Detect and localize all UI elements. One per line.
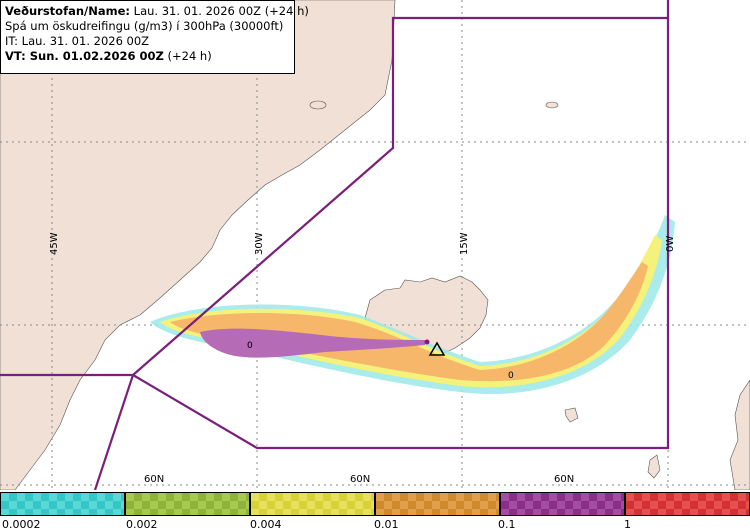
legend-swatch xyxy=(125,492,250,516)
source-label: Veðurstofan/Name: xyxy=(5,4,130,18)
island xyxy=(545,101,559,109)
latitude-label: 60N xyxy=(350,474,370,485)
ash-plume-very-high xyxy=(200,328,425,358)
legend-label: 0.1 xyxy=(498,518,516,531)
boundary-line xyxy=(93,374,135,491)
map-canvas: 0 0 45W 30W 15W 0W 60N 60N 60N xyxy=(0,0,750,491)
legend-swatch xyxy=(625,492,750,516)
longitude-label: 45W xyxy=(49,232,60,255)
boundary-line xyxy=(0,0,670,377)
longitude-label: 0W xyxy=(665,236,676,252)
ash-plume-high xyxy=(170,262,648,382)
latitude-label: 60N xyxy=(144,474,164,485)
latitude-label: 60N xyxy=(554,474,574,485)
greenland-landmass xyxy=(0,0,396,491)
legend-label: 0.0002 xyxy=(2,518,41,531)
plume-label: 0 xyxy=(247,341,253,351)
longitude-label: 15W xyxy=(459,232,470,255)
faroe-islands xyxy=(564,407,579,423)
valid-time: VT: Sun. 01.02.2026 00Z xyxy=(5,49,164,63)
boundary-line xyxy=(132,18,670,450)
issue-time: IT: Lau. 31. 01. 2026 00Z xyxy=(5,34,150,48)
source-line: Veðurstofan/Name: Lau. 31. 01. 2026 00Z … xyxy=(5,4,309,19)
ash-plume xyxy=(150,215,675,395)
volcano-marker xyxy=(424,339,446,356)
advisory-boundaries xyxy=(0,0,670,491)
legend-label: 0.004 xyxy=(250,518,282,531)
plume-label: 0 xyxy=(508,371,514,381)
forecast-info-box: Veðurstofan/Name: Lau. 31. 01. 2026 00Z … xyxy=(0,0,309,74)
legend-label: 1 xyxy=(624,518,631,531)
shetland-islands xyxy=(647,454,661,479)
legend-label: 0.01 xyxy=(374,518,399,531)
valid-time-line: VT: Sun. 01.02.2026 00Z (+24 h) xyxy=(5,49,290,64)
island xyxy=(309,100,327,110)
concentration-legend: 0.0002 0.002 0.004 0.01 0.1 1 xyxy=(0,490,750,532)
source-value: Lau. 31. 01. 2026 00Z (+24 h) xyxy=(133,4,309,18)
legend-swatch xyxy=(500,492,625,516)
longitude-label: 30W xyxy=(254,232,265,255)
valid-time-offset: (+24 h) xyxy=(163,49,212,63)
ash-dispersion-map: 0 0 45W 30W 15W 0W 60N 60N 60N xyxy=(0,0,750,491)
forecast-description: Spá um öskudreifingu (g/m3) í 300hPa (30… xyxy=(5,19,284,33)
legend-label: 0.002 xyxy=(126,518,158,531)
legend-swatch xyxy=(375,492,500,516)
legend-swatch xyxy=(0,492,125,516)
legend-swatch xyxy=(250,492,375,516)
